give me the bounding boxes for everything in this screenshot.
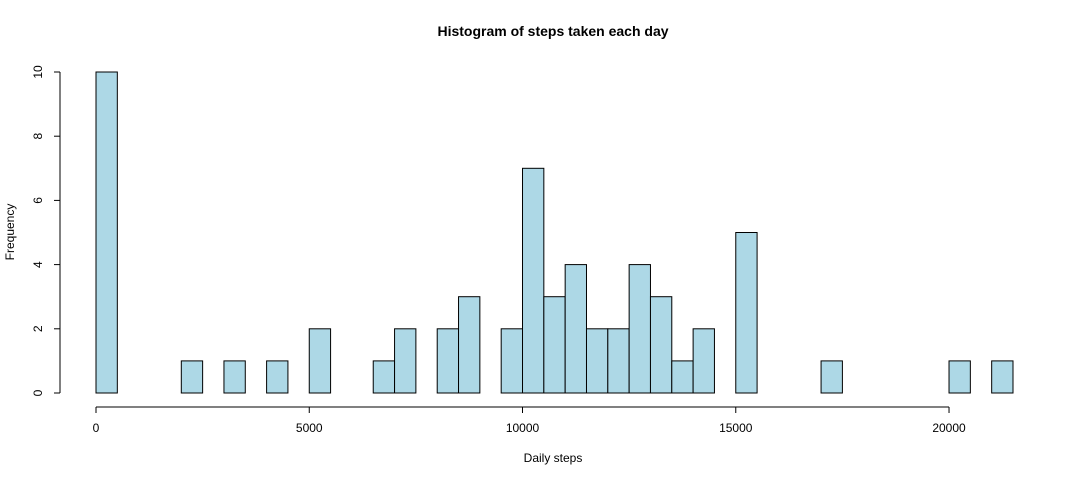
histogram-bar: [522, 167, 545, 394]
histogram-bar: [649, 296, 673, 394]
histogram-bar: [564, 264, 587, 394]
x-tick-label: 20000: [932, 421, 966, 435]
bars-group: [95, 71, 1014, 394]
histogram-bar: [991, 360, 1014, 394]
histogram-bar: [180, 360, 204, 394]
histogram-bar: [308, 328, 332, 394]
histogram-bar: [436, 328, 460, 394]
x-tick-label: 5000: [296, 421, 323, 435]
histogram-bar: [223, 360, 246, 394]
histogram-bar: [372, 360, 396, 394]
histogram-bar: [820, 360, 843, 394]
histogram-bar: [692, 328, 715, 394]
histogram-bar: [266, 360, 289, 394]
histogram-bar: [500, 328, 524, 394]
histogram-bar: [394, 328, 417, 394]
chart-title: Histogram of steps taken each day: [437, 23, 668, 39]
x-axis-label: Daily steps: [524, 451, 583, 465]
histogram-bar: [458, 296, 481, 394]
histogram-bar: [628, 264, 651, 394]
y-tick-label: 10: [31, 65, 45, 79]
histogram-bar: [735, 232, 758, 394]
y-tick-label: 2: [31, 325, 45, 332]
histogram-bar: [948, 360, 971, 394]
y-tick-label: 4: [31, 261, 45, 268]
x-tick-label: 10000: [506, 421, 540, 435]
x-axis: 0 5000 10000 15000 20000: [93, 406, 966, 435]
y-axis: 0 2 4 6 8 10: [31, 65, 61, 396]
y-tick-label: 6: [31, 197, 45, 204]
histogram-bar: [585, 328, 609, 394]
x-tick-label: 0: [93, 421, 100, 435]
y-axis-label: Frequency: [3, 204, 17, 261]
histogram-bar: [607, 328, 630, 394]
histogram-bar: [95, 71, 118, 394]
x-tick-label: 15000: [719, 421, 753, 435]
y-tick-label: 8: [31, 133, 45, 140]
histogram-bar: [671, 360, 694, 394]
histogram-bar: [543, 296, 566, 394]
y-tick-label: 0: [31, 389, 45, 396]
